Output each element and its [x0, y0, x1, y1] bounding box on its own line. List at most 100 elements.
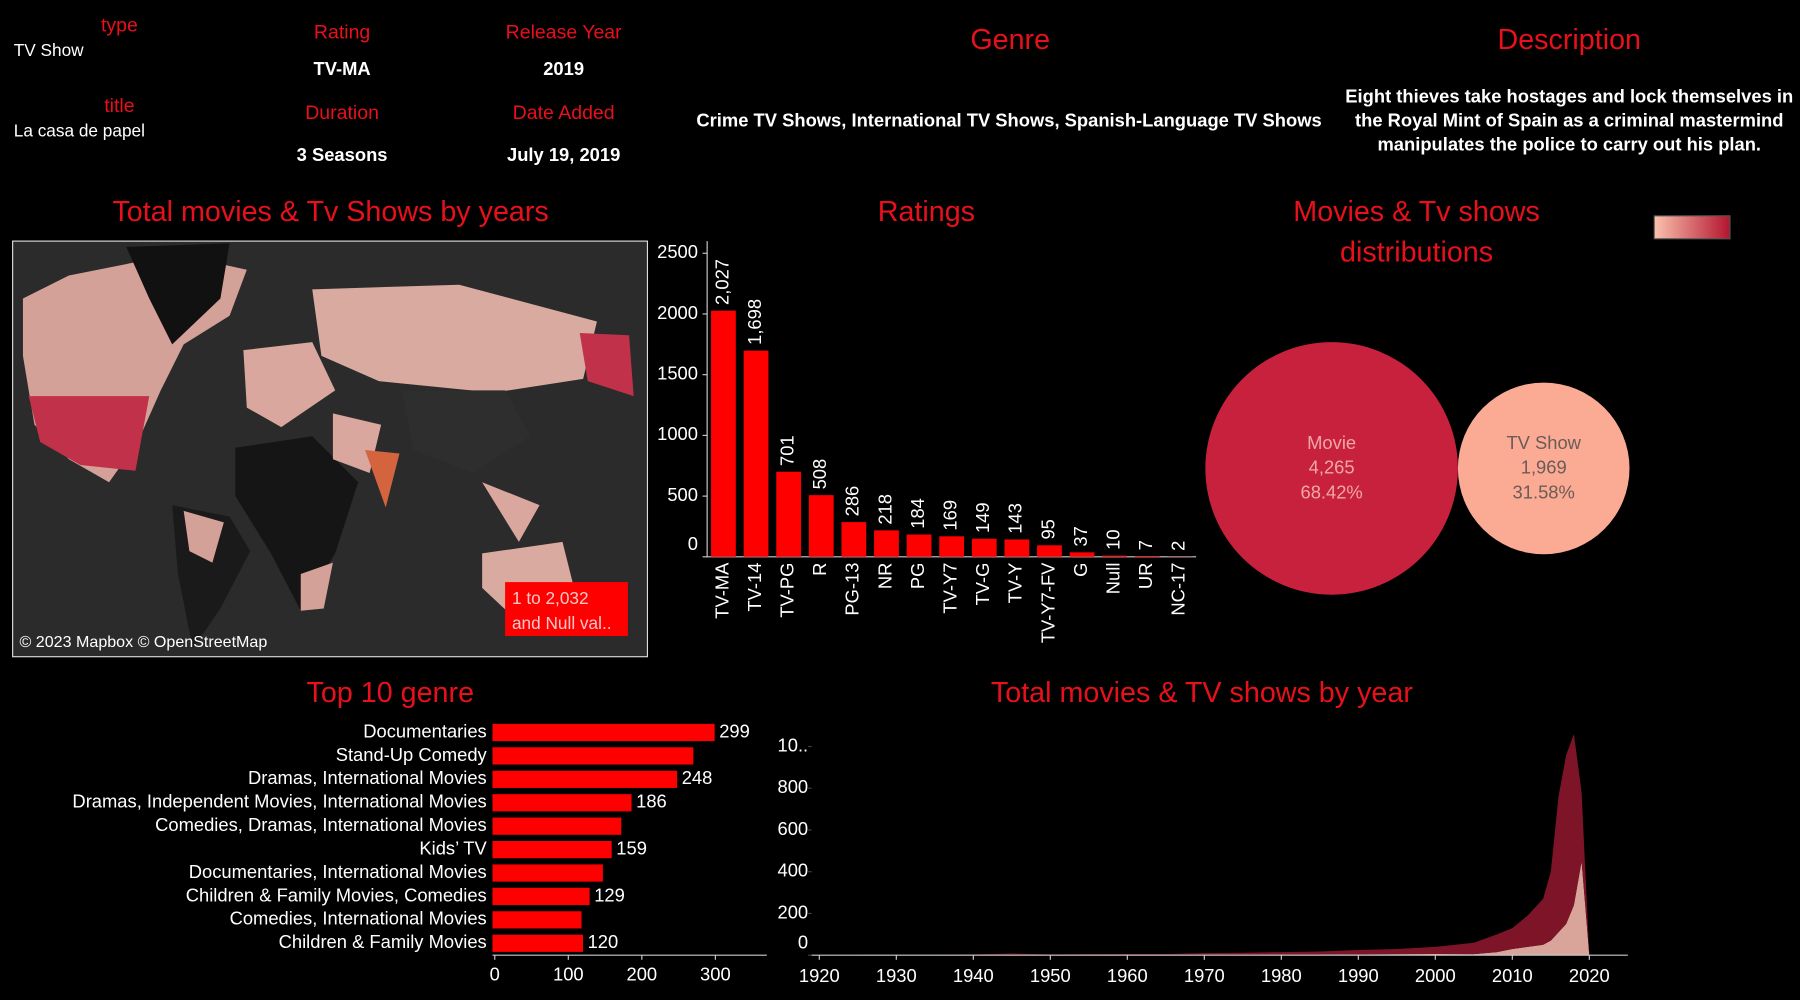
bar: [841, 522, 867, 557]
y-tick-label: Kids’ TV: [419, 837, 487, 858]
field-value: July 19, 2019: [507, 144, 620, 165]
value-label: 120: [588, 931, 619, 952]
x-tick-label: TV-PG: [776, 563, 797, 618]
x-tick-label: R: [809, 563, 830, 576]
x-tick-label: 1930: [876, 965, 917, 986]
chart-title: Top 10 genre: [307, 677, 474, 709]
value-label: 143: [1005, 503, 1026, 534]
bubble-value: 4,265: [1309, 456, 1355, 477]
value-label: 1,698: [744, 299, 765, 345]
value-label: 299: [719, 720, 750, 741]
x-tick-label: NR: [874, 563, 895, 590]
value-label: 701: [776, 435, 797, 466]
value-label: 508: [809, 459, 830, 490]
x-tick-label: TV-14: [744, 563, 765, 612]
y-tick-label: Stand-Up Comedy: [336, 744, 488, 765]
map: [12, 240, 649, 658]
y-tick-label: Children & Family Movies, Comedies: [186, 884, 487, 905]
bar: [906, 534, 932, 557]
field-value: 2019: [543, 58, 584, 79]
bar: [711, 310, 736, 557]
field-label: Rating: [314, 21, 370, 43]
area: [857, 733, 1590, 956]
bar: [808, 495, 834, 557]
y-tick-label: 400: [778, 860, 809, 881]
x-tick-label: 300: [700, 964, 731, 985]
bar: [492, 817, 622, 835]
map-legend: 1 to 2,032: [512, 588, 589, 608]
genre-text: Crime TV Shows, International TV Shows, …: [696, 110, 1321, 131]
y-tick-label: Comedies, International Movies: [230, 908, 487, 929]
value-label: 184: [907, 498, 928, 529]
genre-title: Genre: [970, 24, 1050, 56]
bar: [939, 536, 965, 557]
field-label: type: [101, 15, 138, 37]
x-tick-label: 2000: [1415, 965, 1456, 986]
value-label: 10: [1103, 529, 1124, 549]
x-tick-label: TV-Y: [1005, 563, 1026, 604]
x-tick-label: PG: [907, 563, 928, 590]
map-title: Total movies & Tv Shows by years: [112, 196, 548, 228]
description-title: Description: [1498, 24, 1641, 56]
x-tick-label: NC-17: [1168, 563, 1189, 616]
value-label: 186: [636, 791, 667, 812]
value-label: 95: [1037, 519, 1058, 539]
bubble: [1205, 342, 1458, 595]
bar: [492, 723, 715, 742]
value-label: 218: [874, 494, 895, 525]
field-label: Release Year: [506, 21, 623, 43]
value-label: 129: [594, 884, 625, 905]
value-label: 149: [972, 502, 993, 533]
y-tick-label: 800: [778, 776, 809, 797]
y-tick-label: 0: [798, 932, 808, 953]
field-value: TV-MA: [314, 58, 371, 79]
field-value: La casa de papel: [14, 121, 145, 141]
bar: [1004, 539, 1030, 557]
bar: [1069, 552, 1095, 557]
y-tick-label: 0: [688, 533, 698, 554]
value-label: 248: [682, 767, 713, 788]
bar: [492, 864, 603, 882]
chart-title: Movies & Tv shows: [1293, 196, 1540, 228]
bubble-label: Movie: [1307, 432, 1356, 453]
x-tick-label: 100: [553, 964, 584, 985]
x-tick-label: UR: [1135, 563, 1156, 590]
field-value: 3 Seasons: [297, 144, 388, 165]
value-label: 169: [940, 500, 961, 531]
x-tick-label: 1920: [799, 965, 840, 986]
description-line: manipulates the police to carry out his …: [1377, 134, 1761, 155]
y-tick-label: Comedies, Dramas, International Movies: [155, 814, 487, 835]
y-tick-label: Documentaries: [363, 720, 486, 741]
x-tick-label: TV-MA: [711, 562, 732, 619]
x-tick-label: 1950: [1030, 965, 1071, 986]
value-label: 7: [1135, 540, 1156, 550]
y-tick-label: 2000: [657, 302, 698, 323]
x-tick-label: G: [1070, 563, 1091, 577]
x-tick-label: 2010: [1492, 965, 1533, 986]
color-legend: [1653, 215, 1731, 240]
bar: [776, 471, 802, 557]
bubble-share: 68.42%: [1300, 482, 1362, 503]
value-label: 286: [842, 486, 863, 517]
x-tick-label: 200: [627, 964, 658, 985]
y-tick-label: 500: [667, 484, 698, 505]
x-tick-label: 1960: [1107, 965, 1148, 986]
y-tick-label: 200: [778, 901, 809, 922]
chart-title: Total movies & TV shows by year: [991, 677, 1413, 709]
y-tick-label: Dramas, Independent Movies, Internationa…: [72, 791, 486, 812]
x-tick-label: 1980: [1261, 965, 1302, 986]
y-tick-label: 2500: [657, 241, 698, 262]
bar: [492, 770, 678, 788]
bar: [492, 747, 694, 765]
x-tick-label: 0: [490, 964, 500, 985]
x-tick-label: PG-13: [842, 563, 863, 616]
x-tick-label: TV-Y7: [940, 563, 961, 614]
bar: [492, 934, 584, 952]
x-tick-label: 1970: [1184, 965, 1225, 986]
bar: [1102, 555, 1128, 557]
bar: [874, 530, 899, 557]
field-label: title: [104, 95, 134, 117]
bar: [743, 350, 769, 557]
bar: [971, 538, 997, 557]
bar: [1134, 555, 1160, 557]
